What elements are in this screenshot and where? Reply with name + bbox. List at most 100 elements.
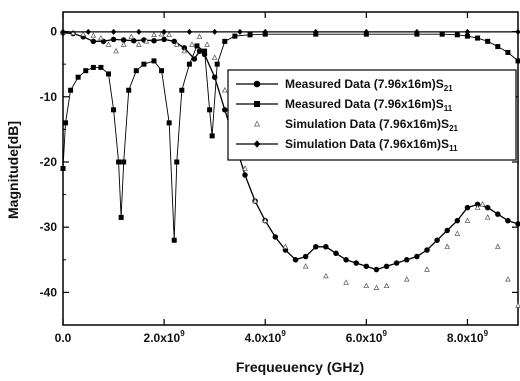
data-point (363, 263, 370, 270)
data-point (221, 87, 228, 93)
data-point (110, 28, 117, 35)
data-point (98, 64, 104, 70)
data-point (454, 32, 460, 38)
data-point (116, 159, 122, 165)
data-point (151, 58, 157, 64)
data-point (211, 28, 218, 35)
data-point (494, 243, 501, 249)
data-point (414, 28, 420, 35)
data-point (373, 266, 380, 273)
data-point (189, 41, 195, 47)
data-point (133, 68, 139, 74)
data-point (222, 107, 228, 113)
series-layer (60, 28, 520, 308)
legend-label: Simulation Data (7.96x16m)S11 (285, 137, 458, 153)
data-point (479, 201, 486, 207)
data-point (63, 120, 69, 126)
data-point (68, 87, 74, 93)
data-point (495, 44, 501, 50)
data-point (313, 244, 319, 250)
data-point (232, 33, 238, 39)
data-point (353, 260, 359, 266)
data-point (505, 49, 511, 55)
legend-entry: Simulation Data (7.96x16m)S11 (236, 137, 458, 153)
data-point (253, 80, 261, 88)
data-point (113, 47, 119, 54)
data-point (302, 253, 309, 260)
data-point (143, 38, 150, 44)
data-point (90, 64, 96, 70)
y-axis-title: Magnitude[dB] (5, 121, 21, 219)
data-point (80, 30, 87, 37)
data-point (174, 159, 180, 165)
y-tick-label: 0 (50, 25, 57, 39)
data-point (242, 165, 248, 171)
x-tick-label: 6.0x109 (346, 329, 388, 345)
data-point (414, 253, 420, 260)
data-point (439, 31, 445, 37)
data-point (404, 257, 410, 263)
data-point (237, 28, 243, 35)
legend: Measured Data (7.96x16m)S21 Measured Data… (227, 69, 517, 161)
data-point (323, 244, 329, 250)
data-point (171, 237, 177, 243)
data-point (161, 36, 167, 43)
data-point (474, 204, 481, 210)
data-point (120, 41, 127, 47)
data-point (434, 237, 440, 243)
series-1 (60, 30, 520, 273)
x-tick-label: 2.0x109 (144, 329, 186, 345)
data-point (272, 234, 279, 240)
data-point (90, 38, 97, 45)
legend-box (227, 69, 517, 161)
data-point (181, 47, 188, 54)
data-point (191, 56, 198, 62)
data-point (343, 257, 349, 263)
legend-entry: Measured Data (7.96x16m)S21 (236, 77, 453, 93)
legend-label: Measured Data (7.96x16m)S21 (285, 77, 453, 93)
legend-entry: Simulation Data (7.96x16m)S21 (253, 117, 459, 133)
data-point (363, 28, 370, 35)
data-point (106, 71, 111, 77)
data-point (151, 31, 157, 37)
data-point (444, 243, 451, 249)
data-point (424, 266, 430, 272)
data-point (515, 28, 520, 35)
data-point (90, 32, 97, 38)
data-point (262, 217, 269, 223)
x-tick-label: 0.0 (55, 331, 72, 345)
data-point (186, 28, 193, 35)
data-point (323, 272, 329, 279)
data-point (196, 33, 203, 39)
data-point (515, 302, 520, 308)
data-point (207, 107, 213, 113)
data-point (464, 217, 471, 223)
data-point (393, 260, 400, 266)
data-point (159, 68, 165, 74)
data-point (515, 221, 520, 227)
data-point (166, 31, 172, 37)
legend-label: Simulation Data (7.96x16m)S21 (285, 117, 459, 133)
data-point (253, 120, 261, 127)
y-tick-label: -30 (40, 220, 58, 234)
x-tick-label: 4.0x109 (245, 329, 287, 345)
data-point (105, 41, 112, 47)
data-point (424, 247, 430, 253)
data-point (181, 45, 188, 51)
data-point (141, 61, 147, 67)
data-point (383, 282, 390, 289)
data-point (333, 250, 339, 257)
data-point (196, 48, 203, 54)
legend-label: Measured Data (7.96x16m)S11 (285, 97, 453, 113)
data-point (98, 34, 104, 41)
x-axis-title: Frequeuency (GHz) (236, 359, 364, 375)
data-point (464, 204, 471, 211)
data-point (373, 284, 380, 290)
data-point (85, 28, 92, 35)
data-point (363, 282, 370, 289)
data-point (120, 37, 127, 43)
data-point (505, 217, 511, 224)
data-point (214, 61, 220, 67)
plot-area (62, 11, 519, 326)
data-point (454, 230, 461, 236)
